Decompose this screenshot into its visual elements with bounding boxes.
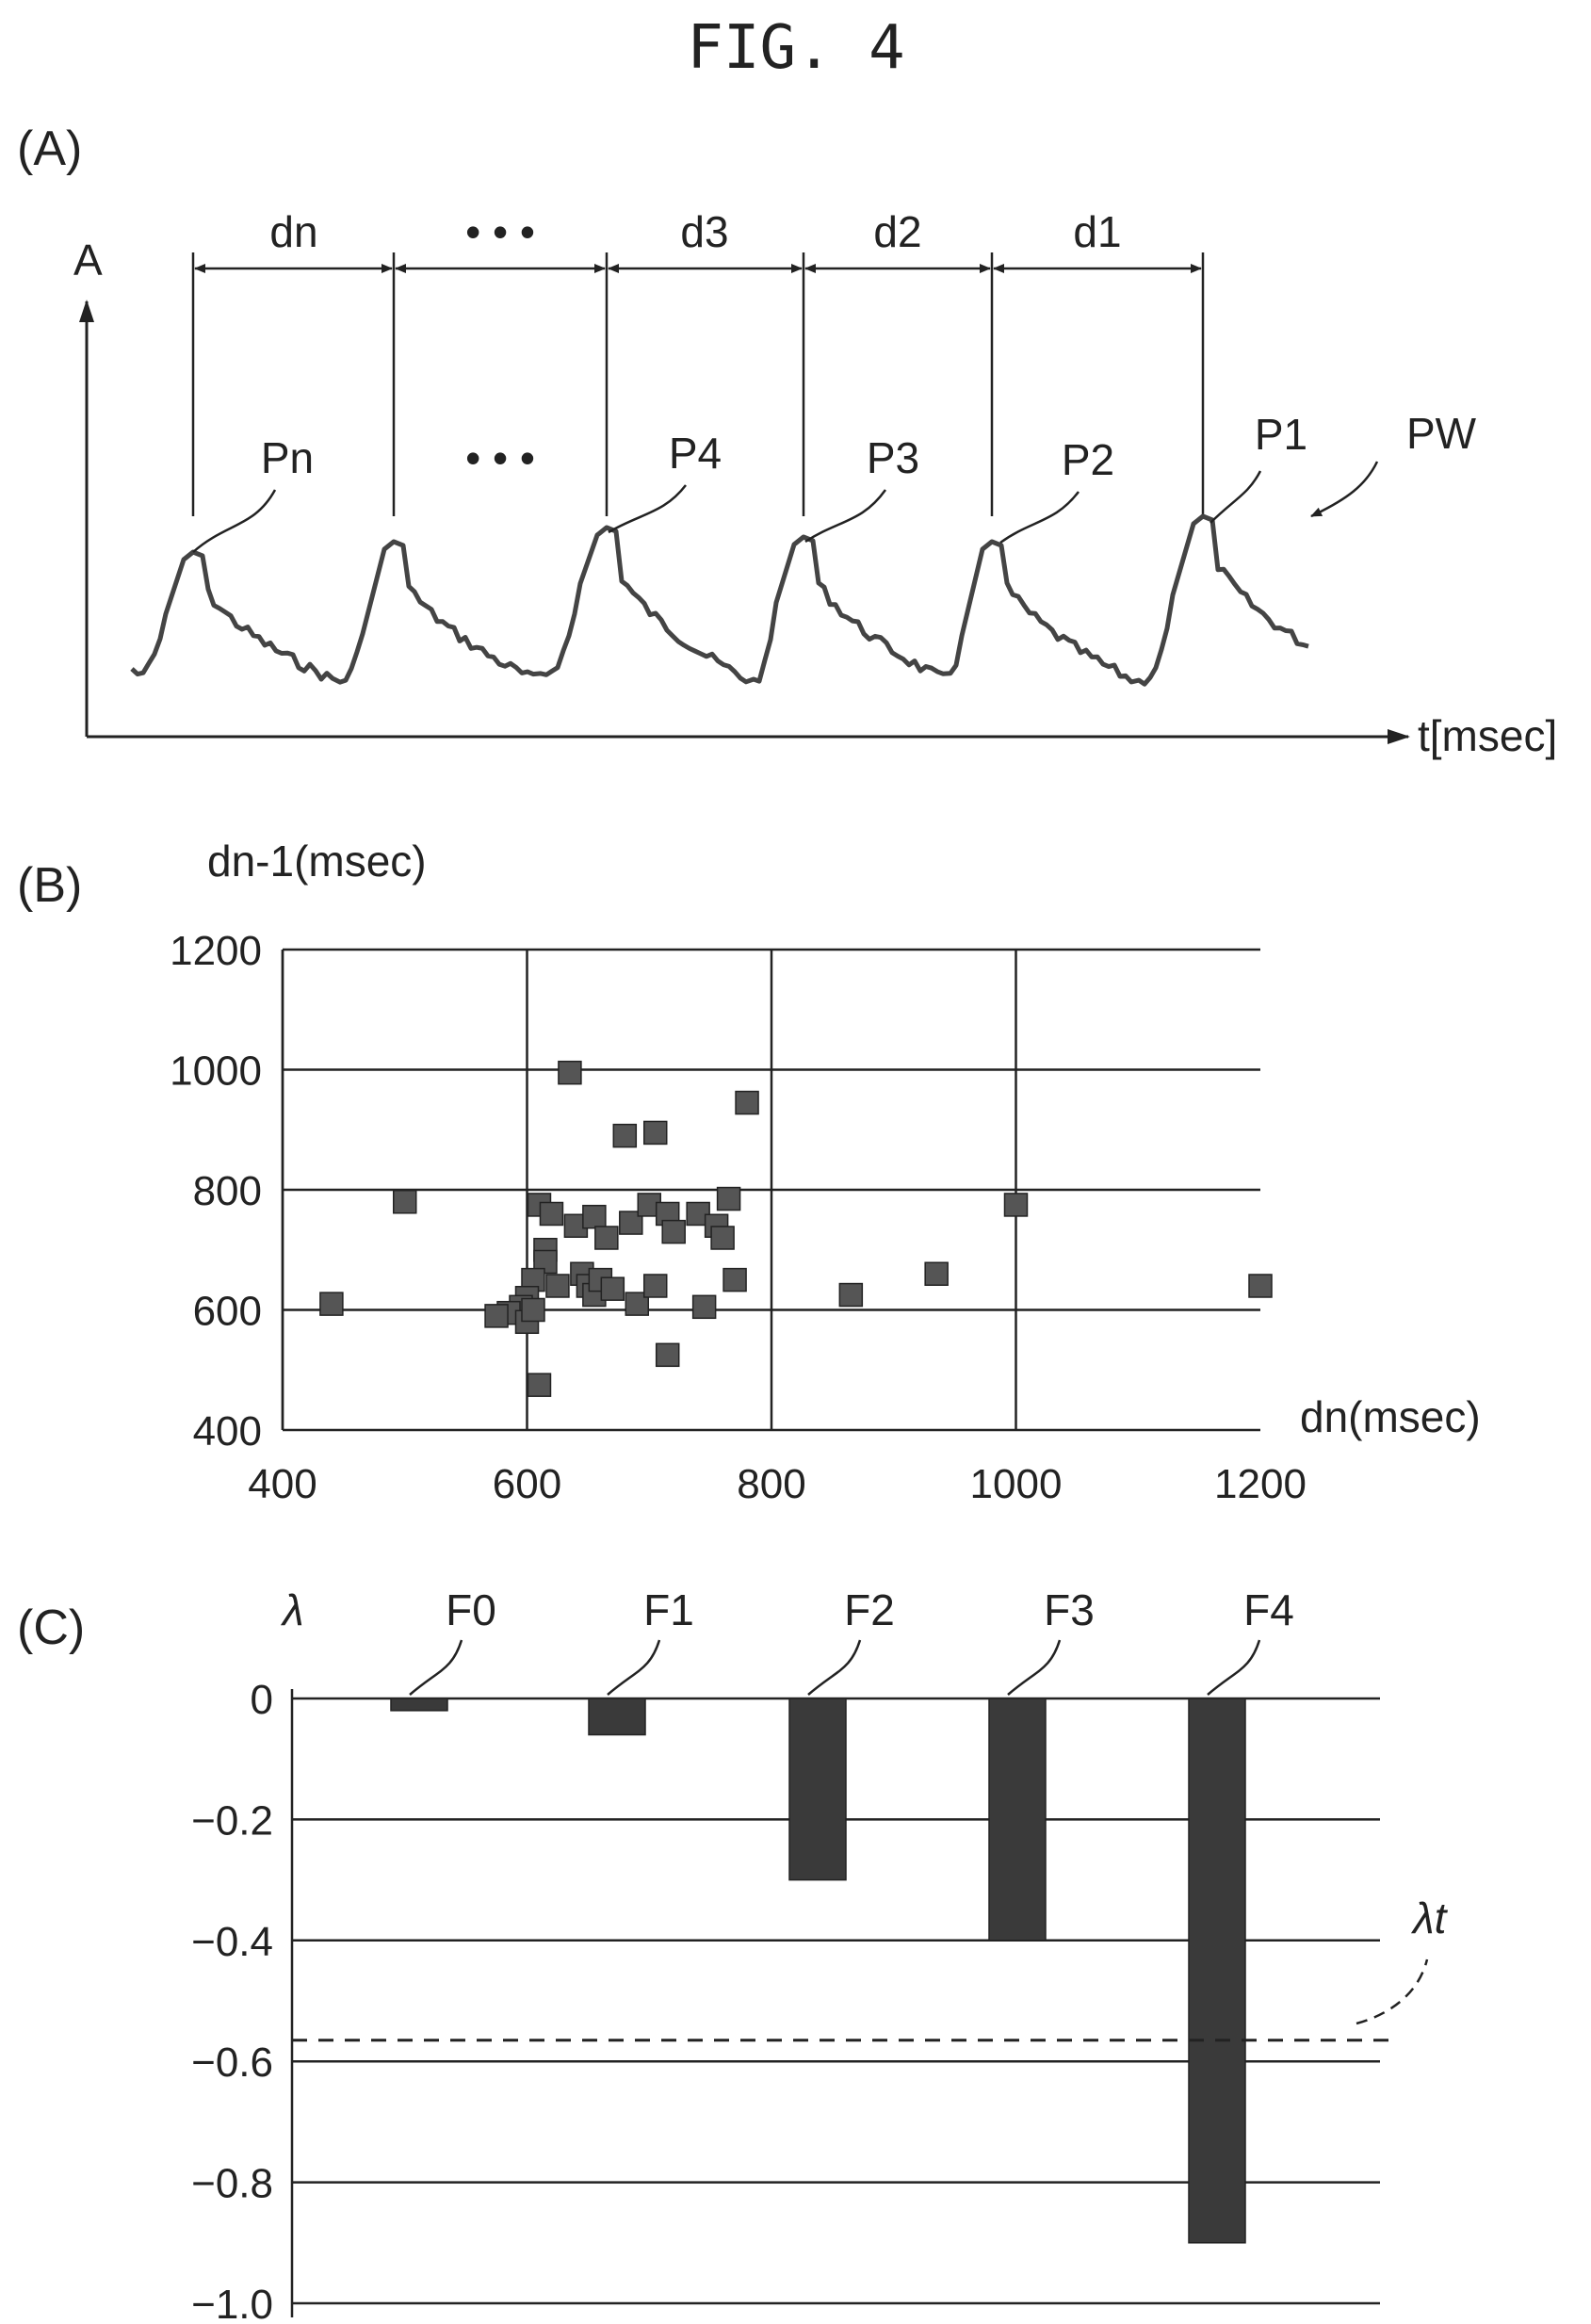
bar-category-label-f1: F1	[643, 1585, 694, 1634]
scatter-point	[735, 1090, 759, 1115]
scatter-x-tick-label: 1200	[1214, 1461, 1307, 1507]
scatter-point	[1003, 1193, 1029, 1217]
scatter-y-tick-label: 1200	[170, 928, 262, 974]
bar-y-tick-label: −0.4	[191, 1919, 273, 1965]
scatter-y-tick-label: 400	[193, 1408, 262, 1455]
bar-label-leader	[807, 1639, 862, 1696]
pulse-waveform	[130, 513, 1309, 687]
peak-label-p3: P3	[867, 433, 919, 482]
scatter-x-tick-label: 800	[737, 1461, 805, 1507]
scatter-point	[691, 1294, 717, 1320]
scatter-point	[484, 1304, 509, 1328]
bar-label-leader	[607, 1639, 661, 1696]
bar-y-tick-label: −0.8	[191, 2161, 273, 2207]
bar-y-tick-label: −0.2	[191, 1797, 273, 1844]
figure-title: FIG. 4	[687, 13, 904, 83]
scatter-y-tick-label: 1000	[170, 1048, 262, 1095]
bar-f3	[988, 1698, 1047, 1942]
panel-c-label: (C)	[17, 1601, 85, 1655]
scatter-x-tick-label: 400	[248, 1461, 317, 1507]
scatter-point	[539, 1201, 564, 1227]
scatter-point	[655, 1342, 680, 1368]
peak-label-ellipsis: • • •	[465, 433, 535, 482]
bar-y-tick-label: −0.6	[191, 2040, 273, 2086]
scatter-point	[545, 1274, 570, 1298]
scatter-point	[722, 1267, 747, 1292]
bar-f4	[1188, 1698, 1246, 2244]
bar-label-leader	[409, 1639, 463, 1696]
scatter-point	[642, 1120, 668, 1146]
peak-marker-lines	[191, 252, 1205, 516]
interval-label-dn: dn	[269, 207, 317, 256]
scatter-point	[527, 1373, 552, 1397]
bar-category-label-f0: F0	[446, 1585, 496, 1634]
interval-label-ellipsis: • • •	[465, 207, 535, 256]
panel-b-y-axis-label: dn-1(msec)	[207, 837, 427, 886]
bar-category-label-f4: F4	[1243, 1585, 1294, 1634]
bar-f0	[390, 1698, 448, 1712]
scatter-point	[710, 1226, 735, 1250]
peak-label-p2: P2	[1062, 435, 1114, 484]
scatter-point	[716, 1186, 741, 1211]
scatter-point	[924, 1261, 949, 1286]
panel-a: (A) A t[msec] dn • • • d3 d2 d1	[17, 122, 1557, 760]
interval-label-d3: d3	[680, 207, 728, 256]
bar-f1	[588, 1698, 646, 1736]
peak-leaders	[192, 461, 1379, 553]
scatter-point	[558, 1060, 582, 1085]
scatter-point	[600, 1276, 625, 1301]
scatter-point	[661, 1219, 686, 1244]
scatter-tick-labels: 400 600 800 1000 1200 1200 1000 800 600 400	[170, 928, 1307, 1507]
scatter-y-tick-label: 600	[193, 1289, 262, 1335]
panel-c-y-axis-label: λ	[280, 1585, 304, 1634]
panel-a-x-axis-label: t[msec]	[1418, 711, 1557, 760]
panel-b: (B) dn-1(msec) dn(msec) 400 600 800 1000 120…	[17, 837, 1481, 1507]
waveform-label-pw: PW	[1406, 409, 1477, 458]
scatter-point	[582, 1204, 607, 1229]
scatter-point	[642, 1274, 668, 1298]
scatter-point	[612, 1123, 638, 1148]
scatter-point	[393, 1190, 417, 1214]
scatter-grid	[281, 948, 1260, 1432]
bar-tick-labels: 0 −0.2 −0.4 −0.6 −0.8 −1.0	[191, 1677, 273, 2324]
peak-label-p1: P1	[1255, 410, 1307, 459]
interval-label-d1: d1	[1073, 207, 1121, 256]
scatter-point	[594, 1226, 619, 1250]
interval-label-d2: d2	[873, 207, 921, 256]
scatter-point	[521, 1297, 545, 1323]
bar-y-tick-label: −1.0	[191, 2282, 273, 2324]
panel-c: (C) λ 0 −0.2 −0.4 −0.6 −0.8 −1.0 F0 F1 F2 F3 F4 λ…	[17, 1585, 1449, 2324]
panel-b-label: (B)	[17, 858, 82, 913]
peak-label-pn: Pn	[261, 433, 314, 482]
bar-y-tick-label: 0	[251, 1677, 273, 1723]
scatter-point	[319, 1292, 344, 1316]
panel-b-x-axis-label: dn(msec)	[1300, 1392, 1481, 1441]
peak-label-p4: P4	[669, 429, 722, 478]
threshold-leader	[1356, 1958, 1429, 2025]
bar-f2	[788, 1698, 847, 1881]
scatter-point	[1248, 1274, 1273, 1298]
panel-a-y-axis-label: A	[73, 236, 103, 284]
scatter-x-tick-label: 1000	[970, 1461, 1063, 1507]
bar-category-label-f3: F3	[1044, 1585, 1095, 1634]
bar-label-leader	[1007, 1639, 1062, 1696]
scatter-x-tick-label: 600	[493, 1461, 561, 1507]
bar-category-labels: F0 F1 F2 F3 F4	[409, 1585, 1294, 1696]
bar-label-leader	[1207, 1639, 1261, 1696]
scatter-point	[838, 1282, 864, 1308]
scatter-y-tick-label: 800	[193, 1168, 262, 1214]
bar-marks	[390, 1698, 1246, 2244]
bar-category-label-f2: F2	[844, 1585, 895, 1634]
threshold-label: λt	[1410, 1893, 1449, 1942]
panel-a-label: (A)	[17, 122, 82, 176]
scatter-points	[319, 1060, 1273, 1397]
